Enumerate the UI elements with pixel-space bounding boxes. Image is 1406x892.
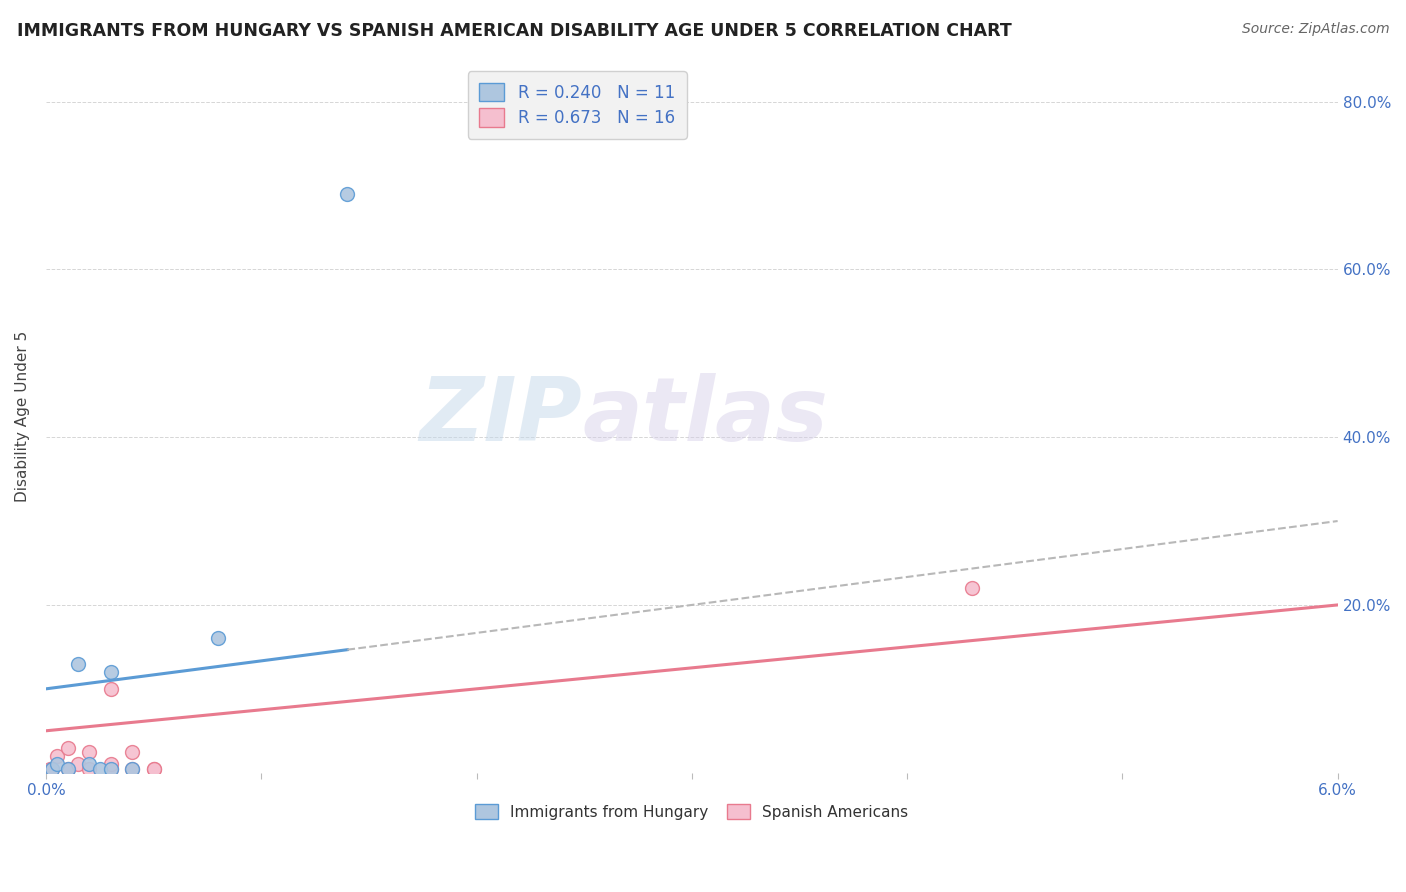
Point xyxy=(960,581,983,595)
Point xyxy=(56,762,79,776)
Text: Source: ZipAtlas.com: Source: ZipAtlas.com xyxy=(1241,22,1389,37)
Point xyxy=(121,745,143,759)
Point xyxy=(67,757,90,772)
Point xyxy=(56,762,79,776)
Point xyxy=(100,762,122,776)
Text: IMMIGRANTS FROM HUNGARY VS SPANISH AMERICAN DISABILITY AGE UNDER 5 CORRELATION C: IMMIGRANTS FROM HUNGARY VS SPANISH AMERI… xyxy=(17,22,1012,40)
Point xyxy=(100,762,122,776)
Point xyxy=(67,657,90,671)
Point xyxy=(142,762,165,776)
Point xyxy=(39,762,62,776)
Legend: Immigrants from Hungary, Spanish Americans: Immigrants from Hungary, Spanish America… xyxy=(470,797,914,826)
Point xyxy=(207,632,229,646)
Point xyxy=(45,757,67,772)
Point xyxy=(77,762,100,776)
Point xyxy=(77,745,100,759)
Point xyxy=(56,740,79,755)
Text: atlas: atlas xyxy=(582,373,828,459)
Point xyxy=(336,186,359,201)
Point xyxy=(121,762,143,776)
Point xyxy=(45,748,67,763)
Point xyxy=(77,757,100,772)
Point xyxy=(142,762,165,776)
Point xyxy=(41,762,63,776)
Point xyxy=(100,665,122,679)
Point xyxy=(100,681,122,696)
Point xyxy=(41,762,63,776)
Point xyxy=(89,762,111,776)
Y-axis label: Disability Age Under 5: Disability Age Under 5 xyxy=(15,331,30,502)
Point xyxy=(121,762,143,776)
Text: ZIP: ZIP xyxy=(419,373,582,459)
Point xyxy=(100,757,122,772)
